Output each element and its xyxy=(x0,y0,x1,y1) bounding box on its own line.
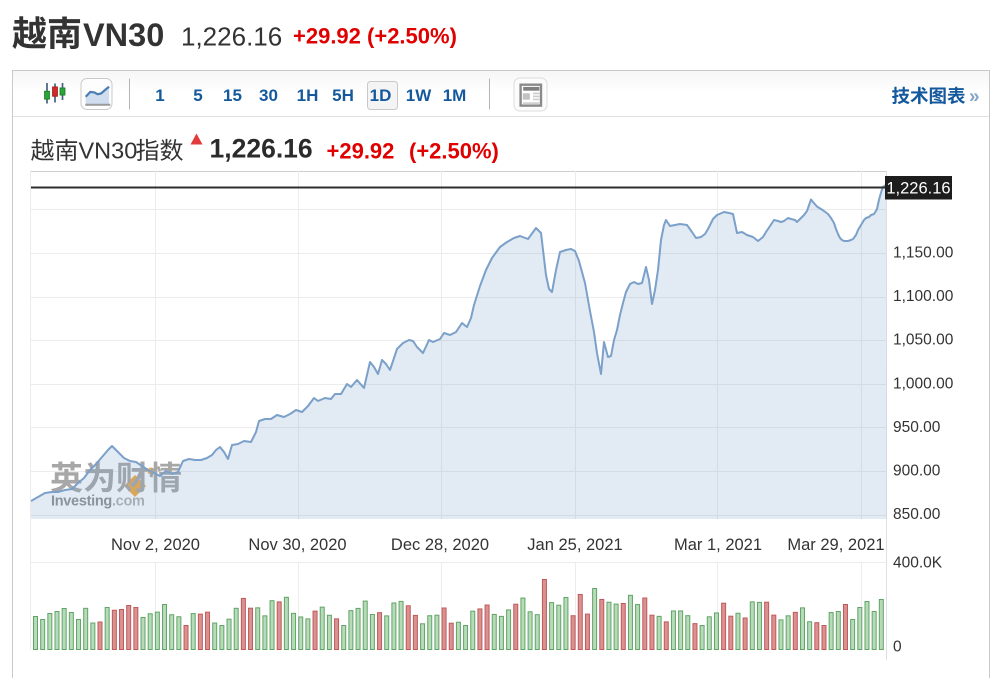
svg-text:»: » xyxy=(969,87,980,108)
svg-text:Nov 30, 2020: Nov 30, 2020 xyxy=(248,536,346,554)
svg-text:1,100.00: 1,100.00 xyxy=(893,288,954,305)
svg-text:15: 15 xyxy=(223,86,242,105)
svg-text:1D: 1D xyxy=(370,86,392,105)
svg-text:(+2.50%): (+2.50%) xyxy=(409,139,499,164)
svg-text:900.00: 900.00 xyxy=(893,463,941,480)
svg-text:0: 0 xyxy=(893,638,902,655)
svg-text:1H: 1H xyxy=(297,86,319,105)
svg-text:1,150.00: 1,150.00 xyxy=(893,245,954,262)
svg-text:5H: 5H xyxy=(332,86,354,105)
svg-text:Jan 25, 2021: Jan 25, 2021 xyxy=(527,536,622,554)
svg-text:VN30: VN30 xyxy=(83,17,164,53)
svg-text:1: 1 xyxy=(155,86,164,105)
svg-text:Dec 28, 2020: Dec 28, 2020 xyxy=(391,536,489,554)
svg-text:30: 30 xyxy=(259,86,278,105)
svg-text:1,050.00: 1,050.00 xyxy=(893,332,954,349)
svg-text:400.0K: 400.0K xyxy=(893,554,943,571)
svg-text:850.00: 850.00 xyxy=(893,506,941,523)
svg-text:1W: 1W xyxy=(406,86,432,105)
svg-text:+29.92: +29.92 xyxy=(327,139,395,164)
svg-text:1,226.16: 1,226.16 xyxy=(886,180,950,198)
svg-text:5: 5 xyxy=(193,86,202,105)
svg-text:1,226.16: 1,226.16 xyxy=(210,134,313,164)
svg-text:950.00: 950.00 xyxy=(893,419,941,436)
svg-text:1M: 1M xyxy=(443,86,467,105)
svg-text:Nov 2, 2020: Nov 2, 2020 xyxy=(111,536,200,554)
svg-text:Mar 29, 2021: Mar 29, 2021 xyxy=(787,536,884,554)
svg-text:Mar 1, 2021: Mar 1, 2021 xyxy=(674,536,762,554)
svg-text:1,000.00: 1,000.00 xyxy=(893,375,954,392)
svg-text:VN30: VN30 xyxy=(79,138,138,164)
svg-text:Investing.com: Investing.com xyxy=(51,494,145,510)
svg-text:1,226.16: 1,226.16 xyxy=(181,22,282,52)
svg-text:+29.92 (+2.50%): +29.92 (+2.50%) xyxy=(293,24,457,49)
